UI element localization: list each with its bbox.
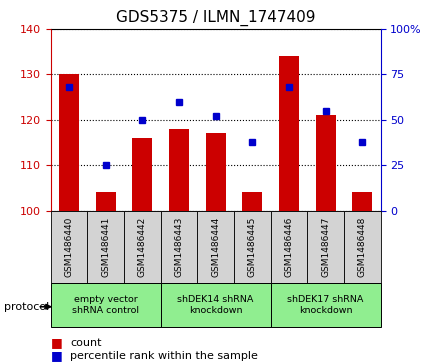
Text: GSM1486447: GSM1486447 [321,216,330,277]
Text: ■: ■ [51,349,66,362]
Bar [279,56,299,211]
Text: GSM1486444: GSM1486444 [211,216,220,277]
Title: GDS5375 / ILMN_1747409: GDS5375 / ILMN_1747409 [116,10,315,26]
Bar [307,211,344,283]
Bar [132,138,152,211]
Text: GSM1486448: GSM1486448 [358,216,367,277]
Text: protocol: protocol [4,302,50,312]
Bar [344,211,381,283]
Bar [352,192,372,211]
Bar [95,192,116,211]
Bar [161,211,197,283]
Text: shDEK17 shRNA
knockdown: shDEK17 shRNA knockdown [287,295,364,315]
Bar [315,115,336,211]
Bar [271,283,381,327]
Bar [197,211,234,283]
Bar [51,283,161,327]
Bar [87,211,124,283]
Text: GSM1486446: GSM1486446 [284,216,293,277]
Bar [205,134,226,211]
Text: shDEK14 shRNA
knockdown: shDEK14 shRNA knockdown [177,295,254,315]
Text: GSM1486443: GSM1486443 [174,216,183,277]
Text: percentile rank within the sample: percentile rank within the sample [70,351,258,361]
Bar [242,192,262,211]
Bar [124,211,161,283]
Text: GSM1486440: GSM1486440 [64,216,73,277]
Text: GSM1486441: GSM1486441 [101,216,110,277]
Text: GSM1486442: GSM1486442 [138,216,147,277]
Text: GSM1486445: GSM1486445 [248,216,257,277]
Text: ■: ■ [51,337,66,350]
Bar [161,283,271,327]
Bar [234,211,271,283]
Bar [51,211,87,283]
Text: empty vector
shRNA control: empty vector shRNA control [72,295,139,315]
Bar [169,129,189,211]
Text: count: count [70,338,102,348]
Bar [271,211,307,283]
Bar [59,74,79,211]
